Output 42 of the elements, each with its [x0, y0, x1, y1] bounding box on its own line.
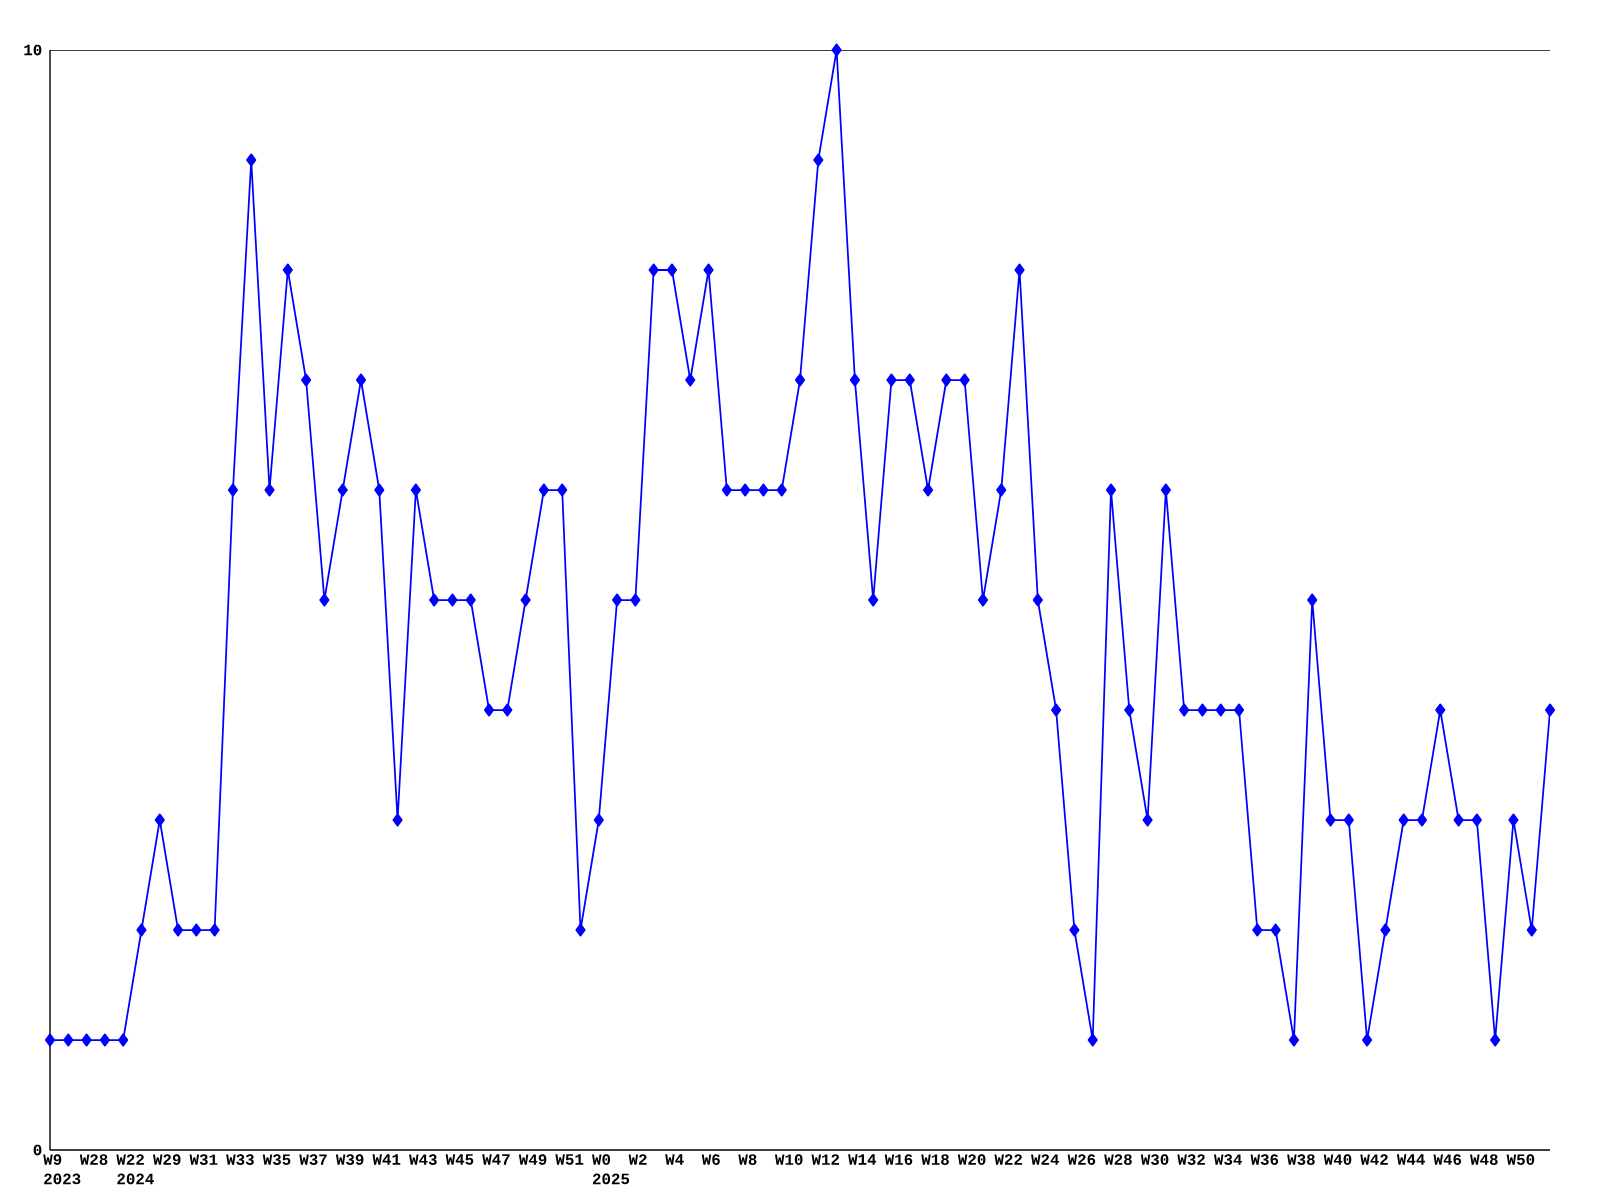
x-tick-label: W22 — [994, 1154, 1022, 1165]
x-tick-label: W45 — [445, 1154, 474, 1165]
x-tick-label: W14 — [848, 1154, 877, 1165]
x-tick-label: W30 — [1140, 1154, 1169, 1165]
x-tick-label: W22 2024 — [116, 1154, 154, 1185]
x-tick-label: W24 — [1031, 1154, 1060, 1165]
x-tick-label: W4 — [665, 1154, 684, 1165]
x-tick-label: W10 — [774, 1154, 803, 1165]
y-tick-label: 0 — [33, 1144, 42, 1156]
x-tick-label: W16 — [884, 1154, 913, 1165]
x-tick-label: W48 — [1470, 1154, 1498, 1165]
x-tick-label: W47 — [482, 1154, 510, 1165]
y-tick-label: 10 — [24, 44, 42, 56]
x-tick-label: W33 — [226, 1154, 254, 1165]
x-tick-label: W43 — [409, 1154, 437, 1165]
x-tick-label: W29 — [152, 1154, 181, 1165]
x-tick-label: W28 — [79, 1154, 108, 1165]
x-tick-label: W37 — [299, 1154, 327, 1165]
x-tick-label: W50 — [1506, 1154, 1535, 1165]
x-tick-label: W39 — [335, 1154, 364, 1165]
x-tick-label: W44 — [1396, 1154, 1425, 1165]
x-tick-label: W36 — [1250, 1154, 1279, 1165]
x-tick-label: W34 — [1213, 1154, 1242, 1165]
x-tick-label: W12 — [811, 1154, 840, 1165]
x-tick-label: W20 — [957, 1154, 986, 1165]
x-tick-label: W8 — [738, 1154, 757, 1165]
x-tick-label: W51 — [555, 1154, 584, 1165]
x-tick-label: W42 — [1360, 1154, 1388, 1165]
x-tick-label: W49 — [518, 1154, 547, 1165]
x-tick-label: W28 — [1104, 1154, 1132, 1165]
x-tick-label: W26 — [1067, 1154, 1096, 1165]
x-tick-label: W9 2023 — [43, 1154, 81, 1185]
x-tick-label: W2 — [628, 1154, 647, 1165]
x-tick-label: W46 — [1433, 1154, 1462, 1165]
x-tick-label: W32 — [1177, 1154, 1205, 1165]
x-tick-label: W6 — [701, 1154, 720, 1165]
x-tick-label: W18 — [921, 1154, 949, 1165]
x-tick-label: W38 — [1287, 1154, 1315, 1165]
x-tick-label: W41 — [372, 1154, 401, 1165]
x-tick-label: W40 — [1323, 1154, 1352, 1165]
x-tick-label: W31 — [189, 1154, 218, 1165]
x-tick-label: W35 — [262, 1154, 291, 1165]
